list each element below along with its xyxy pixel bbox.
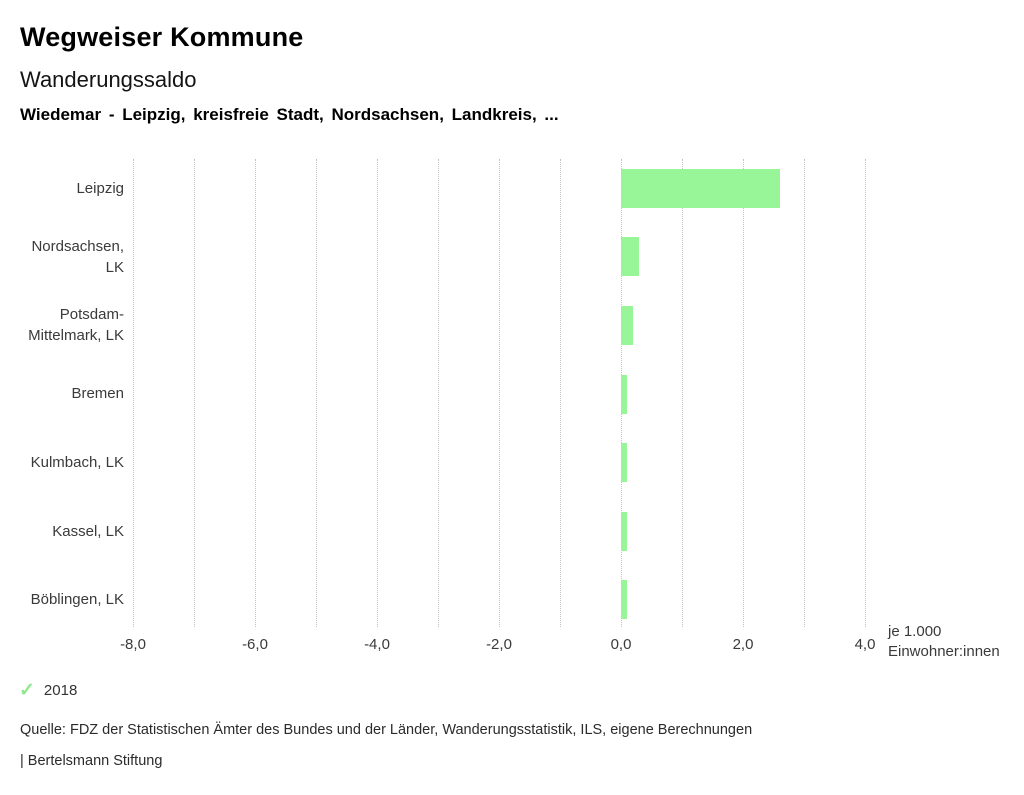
- gridline: [560, 159, 561, 627]
- category-label: Nordsachsen, LK: [31, 237, 124, 276]
- chart-bar: [621, 580, 628, 620]
- category-label: Kulmbach, LK: [30, 454, 124, 472]
- x-tick-label: 0,0: [610, 636, 632, 653]
- category-label: Kassel, LK: [52, 522, 124, 540]
- gridline: [743, 159, 744, 627]
- chart-bar: [621, 374, 628, 414]
- chart-subtitle: Wiedemar - Leipzig, kreisfreie Stadt, No…: [20, 105, 559, 124]
- gridline: [194, 159, 195, 627]
- x-tick-label: 4,0: [854, 636, 876, 653]
- gridline: [682, 159, 683, 627]
- axis-unit-line1: je 1.000: [888, 623, 942, 640]
- gridline: [255, 159, 256, 627]
- legend-label: 2018: [43, 682, 78, 699]
- x-tick-label: 2,0: [732, 636, 754, 653]
- x-tick-label: -6,0: [242, 636, 268, 653]
- category-label: Leipzig: [76, 179, 124, 197]
- chart-bar: [621, 168, 780, 208]
- check-icon: ✓: [19, 680, 35, 701]
- chart-title: Wanderungssaldo: [20, 67, 197, 92]
- legend: ✓ 2018: [19, 681, 77, 700]
- gridline: [438, 159, 439, 627]
- gridline: [377, 159, 378, 627]
- chart-bar: [621, 511, 628, 551]
- gridline: [316, 159, 317, 627]
- chart-bar: [621, 305, 634, 345]
- category-label: Böblingen, LK: [30, 591, 124, 609]
- x-tick-label: -4,0: [364, 636, 390, 653]
- gridline: [865, 159, 866, 627]
- legend-item-2018[interactable]: ✓ 2018: [19, 681, 77, 700]
- category-label: Bremen: [71, 385, 124, 403]
- x-tick-label: -8,0: [120, 636, 146, 653]
- gridline: [499, 159, 500, 627]
- axis-unit-line2: Einwohner:innen: [888, 643, 1000, 660]
- brand-title: Wegweiser Kommune: [20, 22, 304, 52]
- x-axis: -8,0 -6,0 -4,0 -2,0 0,0 2,0 4,0: [0, 636, 1024, 656]
- chart-bar: [621, 443, 628, 483]
- category-label-column: Leipzig Nordsachsen, LK Potsdam- Mittelmar…: [0, 154, 124, 634]
- chart-bar: [621, 237, 640, 277]
- plot-area: [133, 154, 866, 634]
- branding-text: | Bertelsmann Stiftung: [20, 753, 163, 769]
- gridline: [133, 159, 134, 627]
- gridline: [804, 159, 805, 627]
- axis-unit-label: je 1.000 Einwohner:innen: [888, 622, 1000, 662]
- category-label: Potsdam- Mittelmark, LK: [28, 306, 124, 345]
- x-tick-label: -2,0: [486, 636, 512, 653]
- source-text: Quelle: FDZ der Statistischen Ämter des …: [20, 722, 753, 738]
